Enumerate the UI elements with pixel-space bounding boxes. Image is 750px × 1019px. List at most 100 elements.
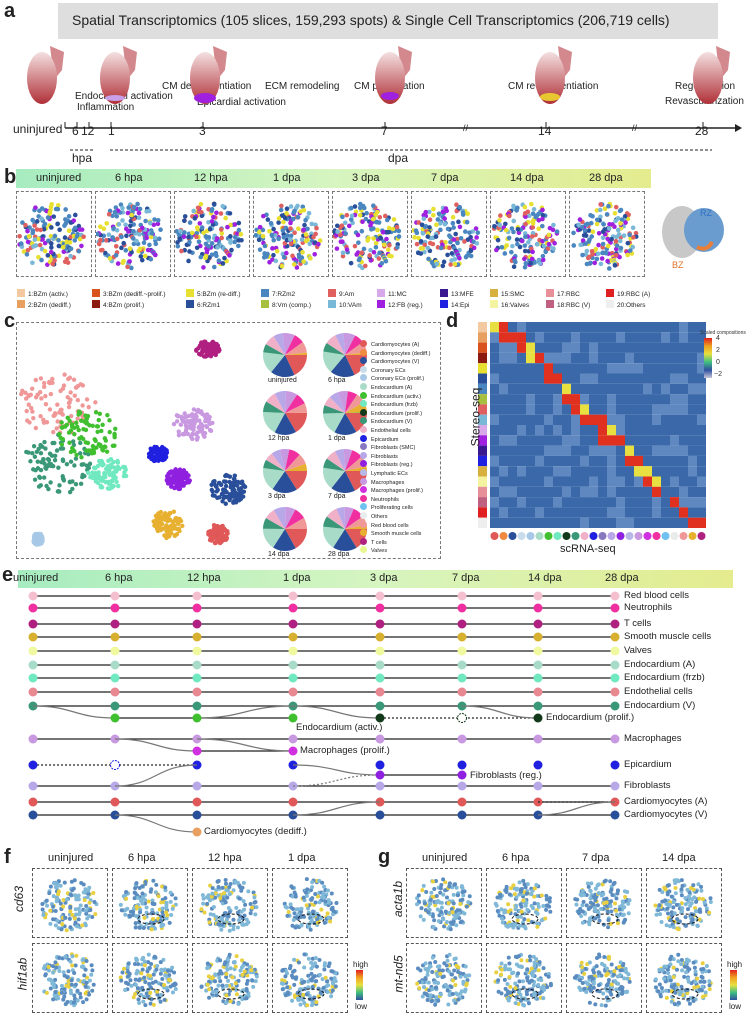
heatmap-cell xyxy=(634,425,643,436)
heatmap-cell xyxy=(697,517,706,528)
heatmap-cell xyxy=(625,342,634,353)
heatmap-cell xyxy=(553,404,562,415)
heatmap-cell xyxy=(616,373,625,384)
pie-slice xyxy=(323,516,345,529)
expression-spot xyxy=(253,912,258,917)
expression-spot xyxy=(420,994,425,999)
celltype-legend-item: Smooth muscle cells xyxy=(360,529,421,537)
expression-spot xyxy=(500,920,505,925)
umap-point xyxy=(213,342,219,347)
expression-spot xyxy=(224,888,229,893)
umap-point xyxy=(238,489,243,495)
colorbar-tick-4: 4 xyxy=(716,335,720,342)
umap-point xyxy=(239,486,244,491)
umap-point xyxy=(183,427,189,433)
heatmap-cell xyxy=(670,455,679,467)
expression-spot xyxy=(544,893,549,898)
heatmap-cell xyxy=(499,414,508,425)
legend-item: 17:RBC xyxy=(546,289,580,298)
expression-spot xyxy=(578,987,583,992)
expression-spot xyxy=(147,981,152,986)
heatmap-cell xyxy=(643,445,652,456)
heatmap-cell xyxy=(607,497,616,508)
expression-spot xyxy=(686,907,691,912)
expression-spot xyxy=(537,960,542,965)
expression-spot xyxy=(305,887,310,892)
heatmap-cell xyxy=(562,497,571,508)
expression-spot xyxy=(580,903,585,908)
umap-point xyxy=(67,440,72,445)
umap-point xyxy=(82,473,87,479)
heatmap-cell xyxy=(553,466,562,477)
celltype-legend-item: Valves xyxy=(360,546,387,554)
heatmap-cell xyxy=(652,476,661,487)
expression-spot xyxy=(254,974,259,979)
umap-point xyxy=(216,480,222,486)
expression-spot xyxy=(601,922,606,927)
expression-spot xyxy=(467,973,472,978)
pie-slice xyxy=(263,518,285,529)
expression-spot xyxy=(325,888,330,893)
composition-heatmap xyxy=(478,322,706,540)
expression-spot xyxy=(506,955,511,960)
expression-spot xyxy=(677,919,682,924)
umap-point xyxy=(47,407,53,412)
expression-spot xyxy=(626,911,631,916)
heatmap-cell xyxy=(697,486,706,498)
expression-spot xyxy=(46,977,51,982)
expression-spot xyxy=(596,891,601,896)
expression-spot xyxy=(680,909,685,914)
expression-spot xyxy=(546,974,551,979)
expression-spot xyxy=(455,893,460,898)
heatmap-cell xyxy=(490,373,499,384)
column-dot xyxy=(652,532,661,540)
heatmap-cell xyxy=(562,373,571,384)
expression-spot xyxy=(225,956,230,961)
column-dot xyxy=(571,532,580,540)
umap-point xyxy=(219,529,224,535)
expression-spot xyxy=(664,901,669,906)
expression-spot xyxy=(536,904,541,909)
expression-spot xyxy=(154,882,159,887)
umap-point xyxy=(23,390,28,396)
heatmap-cell xyxy=(526,507,535,518)
expression-spot xyxy=(70,888,75,893)
umap-point xyxy=(96,470,101,475)
expression-spot xyxy=(433,1002,438,1007)
expression-spot xyxy=(149,887,154,892)
umap-point xyxy=(91,450,97,456)
heatmap-cell xyxy=(688,332,697,343)
heatmap-cell xyxy=(589,363,598,374)
umap-point xyxy=(75,397,81,403)
expression-spot xyxy=(292,957,297,962)
expression-spot xyxy=(205,901,210,906)
expression-spot xyxy=(667,975,672,980)
expression-spot xyxy=(294,975,299,980)
expression-spot xyxy=(227,892,232,897)
heatmap-cell xyxy=(544,507,553,518)
umap-point xyxy=(196,425,201,430)
heatmap-cell xyxy=(535,476,544,487)
legend-item: 10:VAm xyxy=(328,300,362,309)
umap-point xyxy=(231,488,237,493)
umap-point xyxy=(193,416,199,421)
expression-spot xyxy=(626,972,631,977)
column-dot xyxy=(526,532,535,540)
expression-spot xyxy=(68,959,73,964)
expression-spot xyxy=(528,954,533,959)
expression-spot xyxy=(608,904,613,909)
expression-spot xyxy=(444,963,449,968)
heatmap-cell xyxy=(544,383,553,395)
expression-slice xyxy=(272,943,348,1013)
expression-spot xyxy=(422,984,427,989)
umap-point xyxy=(76,427,81,433)
expression-spot xyxy=(152,926,157,931)
pie-slice xyxy=(345,471,367,491)
expression-spot xyxy=(144,905,149,910)
heatmap-cell xyxy=(688,466,697,477)
expression-spot xyxy=(310,956,315,961)
umap-point xyxy=(43,393,48,399)
expression-spot xyxy=(228,988,233,993)
umap-point xyxy=(92,465,97,470)
expression-spot xyxy=(292,911,297,916)
